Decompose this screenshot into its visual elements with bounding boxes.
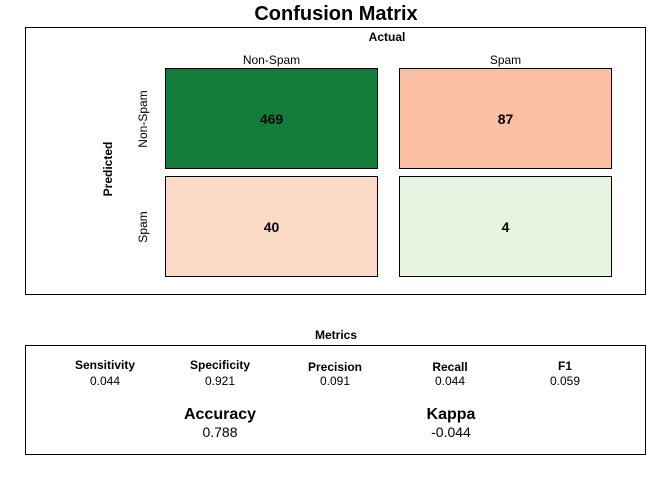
metric-value-specificity: 0.921 — [204, 374, 236, 388]
column-label-spam: Spam — [489, 53, 522, 67]
cell-nonspam-nonspam: 469 — [165, 68, 378, 169]
metric-value-sensitivity: 0.044 — [89, 374, 121, 388]
actual-axis-label: Actual — [368, 30, 406, 44]
cell-value-label: 469 — [259, 110, 284, 127]
cell-value-label: 4 — [501, 218, 510, 235]
metric-value-accuracy: 0.788 — [202, 424, 238, 440]
metric-value-kappa: -0.044 — [431, 424, 471, 440]
cell-nonspam-spam: 87 — [399, 68, 612, 169]
metrics-title: Metrics — [314, 328, 358, 342]
cell-value-label: 87 — [497, 110, 514, 127]
row-label-spam: Spam — [136, 211, 150, 243]
cell-spam-nonspam: 40 — [165, 176, 378, 277]
metric-name-kappa: Kappa — [426, 406, 476, 423]
column-label-non-spam: Non-Spam — [242, 53, 301, 67]
metric-name-precision: Precision — [307, 360, 363, 374]
metric-name-sensitivity: Sensitivity — [74, 358, 136, 372]
metric-name-f1: F1 — [557, 359, 572, 373]
metric-name-accuracy: Accuracy — [183, 406, 257, 423]
chart-title: Confusion Matrix — [254, 3, 418, 25]
predicted-axis-label: Predicted — [101, 141, 115, 197]
metrics-panel — [25, 345, 646, 455]
metric-value-f1: 0.059 — [549, 374, 581, 388]
cell-spam-spam: 4 — [399, 176, 612, 277]
metric-name-recall: Recall — [432, 360, 468, 374]
confusion-matrix-panel — [25, 27, 646, 295]
row-label-non-spam: Non-Spam — [136, 90, 150, 148]
cell-value-label: 40 — [263, 218, 280, 235]
metric-value-recall: 0.044 — [434, 374, 466, 388]
metric-name-specificity: Specificity — [189, 358, 251, 372]
metric-value-precision: 0.091 — [319, 374, 351, 388]
